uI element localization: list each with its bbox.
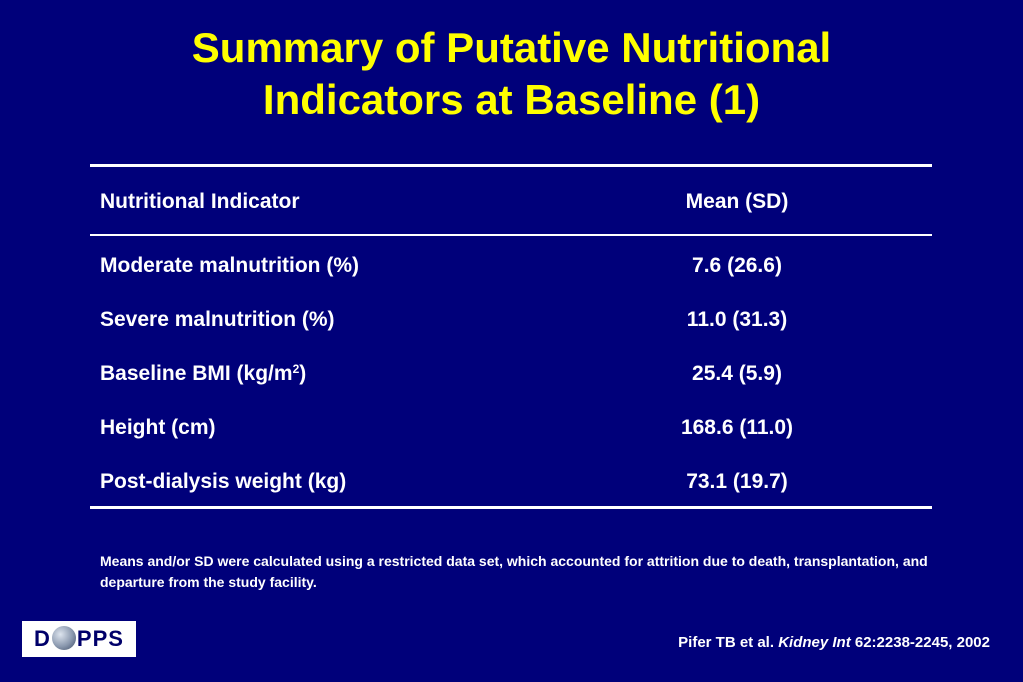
- header-indicator: Nutritional Indicator: [100, 190, 300, 213]
- value-cell: 168.6 (11.0): [680, 416, 794, 439]
- indicator-cell: Severe malnutrition (%): [100, 308, 335, 331]
- superscript: 2: [292, 362, 300, 376]
- table-bottom-rule: [90, 506, 932, 509]
- dopps-logo: D PPS: [22, 621, 136, 657]
- globe-icon: [51, 626, 76, 650]
- table-row: Baseline BMI (kg/m2) 25.4 (5.9): [100, 359, 920, 389]
- indicator-cell: Post-dialysis weight (kg): [100, 470, 347, 493]
- indicator-text-end: ): [299, 362, 307, 385]
- value-cell: 73.1 (19.7): [686, 470, 788, 493]
- indicator-text: Baseline BMI (kg/m: [100, 362, 293, 385]
- indicator-cell: Baseline BMI (kg/m2): [100, 359, 306, 389]
- logo-text-left: D: [34, 626, 51, 651]
- citation: Pifer TB et al. Kidney Int 62:2238-2245,…: [678, 634, 990, 651]
- logo-text-right: PPS: [76, 626, 124, 651]
- indicator-cell: Moderate malnutrition (%): [100, 254, 360, 277]
- table-row: Height (cm) 168.6 (11.0): [100, 413, 920, 443]
- table-row: Moderate malnutrition (%) 7.6 (26.6): [100, 251, 920, 281]
- header-mean-sd: Mean (SD): [685, 190, 789, 213]
- citation-authors: Pifer TB et al.: [678, 634, 779, 651]
- citation-journal: Kidney Int: [778, 634, 851, 651]
- slide-title: Summary of Putative Nutritional Indicato…: [0, 22, 1023, 126]
- table-row: Post-dialysis weight (kg) 73.1 (19.7): [100, 467, 920, 497]
- table-header-rule: [90, 234, 932, 236]
- table-header-row: Nutritional Indicator Mean (SD): [100, 187, 920, 217]
- indicator-cell: Height (cm): [100, 416, 216, 439]
- citation-ref: 62:2238-2245, 2002: [850, 634, 990, 651]
- slide-title-line-1: Summary of Putative Nutritional: [191, 24, 832, 71]
- value-cell: 11.0 (31.3): [686, 308, 788, 331]
- value-cell: 7.6 (26.6): [692, 254, 782, 277]
- value-cell: 25.4 (5.9): [692, 362, 782, 385]
- table-row: Severe malnutrition (%) 11.0 (31.3): [100, 305, 920, 335]
- table-top-rule: [90, 164, 932, 167]
- footnote: Means and/or SD were calculated using a …: [100, 553, 928, 590]
- slide-title-line-2: Indicators at Baseline (1): [262, 76, 761, 123]
